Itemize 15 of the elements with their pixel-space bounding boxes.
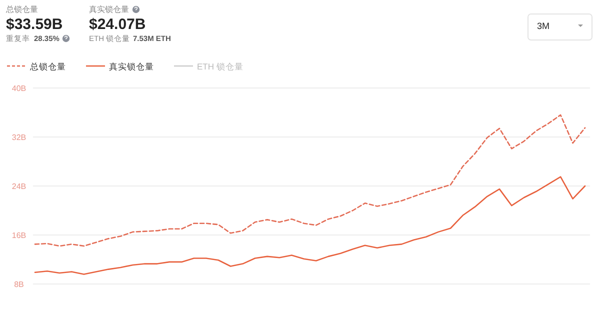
text: 真实锁仓量 [89, 5, 129, 14]
text: $24.07B [89, 16, 146, 33]
text: $33.59B [6, 16, 63, 33]
line-series [34, 114, 586, 247]
line-series [34, 176, 586, 275]
legend-label: 总锁仓量 [29, 62, 66, 72]
y-tick-label: 40B [12, 84, 26, 93]
y-tick-label: 24B [12, 182, 26, 191]
text: 总锁仓量 [5, 5, 38, 14]
y-tick-label: 32B [12, 133, 26, 142]
y-tick-label: 16B [12, 231, 26, 240]
legend-label: ETH 锁仓量 [197, 62, 244, 72]
text: 3M [537, 21, 550, 31]
legend-label: 真实锁仓量 [109, 62, 154, 72]
y-tick-label: 8B [14, 280, 24, 289]
